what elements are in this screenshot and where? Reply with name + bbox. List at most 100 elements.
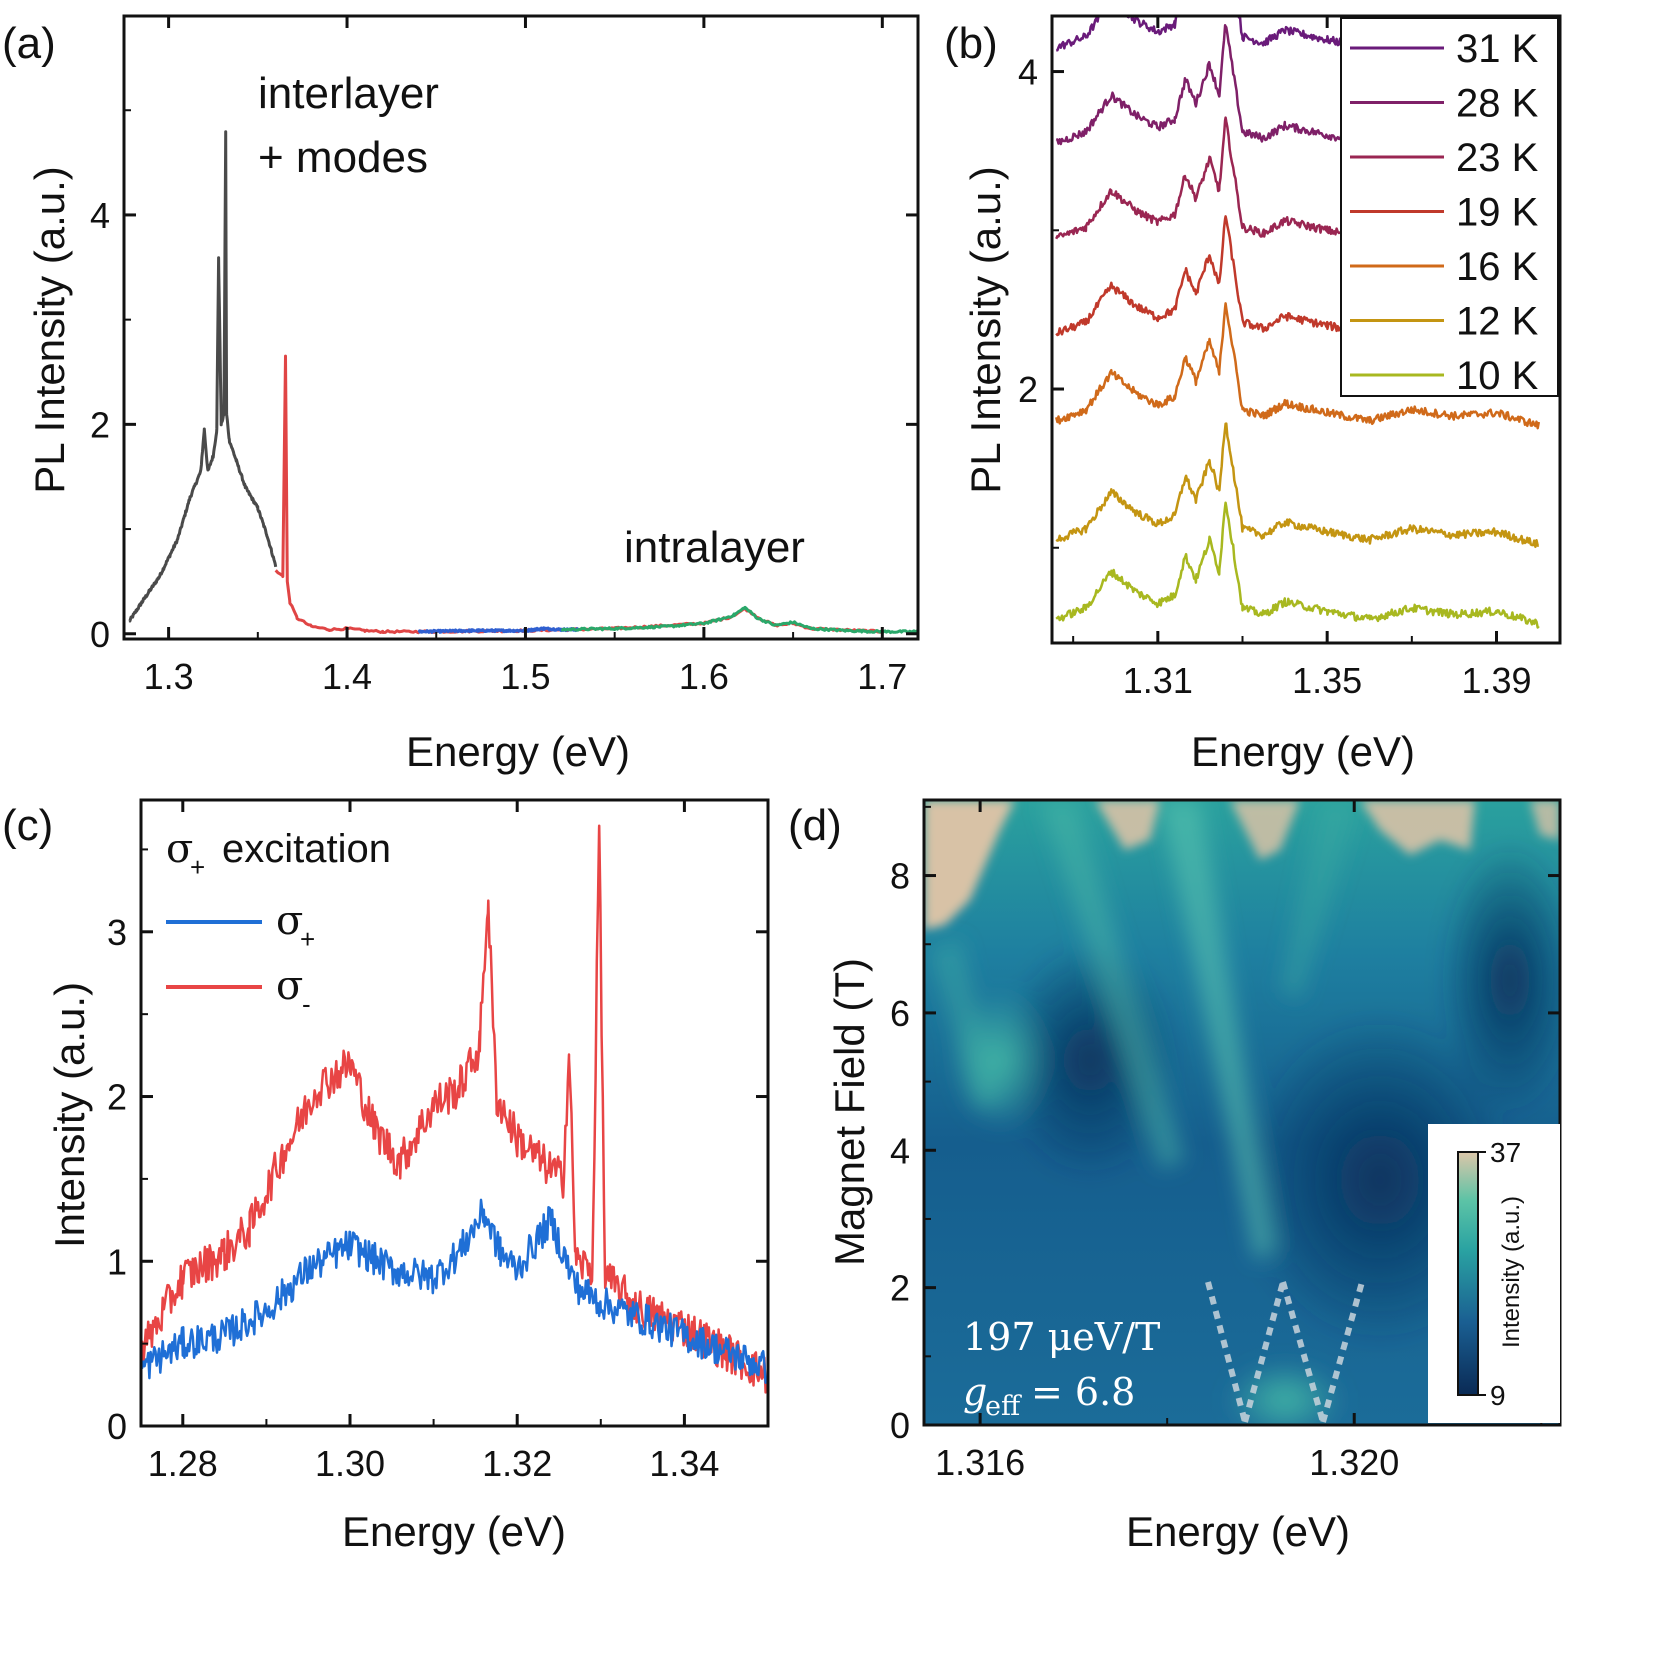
heat-bright-band [1280,800,1360,1000]
panel-c-xtick-label: 1.32 [482,1443,552,1484]
panel-b-legend-box [1340,17,1559,397]
panel-d-ylabel: Magnet Field (T) [826,958,873,1266]
colorbar-max-label: 37 [1490,1137,1521,1168]
guide-lines [1205,1281,1365,1423]
panel-b-xtick-label: 1.35 [1292,660,1362,701]
panel-b-legend-label: 10 K [1456,354,1539,398]
panel-c-title: excitation [222,827,391,871]
panel-label-d: (d) [788,801,842,850]
panel-b-series-16k [1054,302,1541,430]
heat-high-region [924,800,1015,930]
panel-d-frame [922,798,1562,1427]
panel-a-xtick-label: 1.3 [144,656,194,697]
panel-b-legend-label: 23 K [1456,136,1539,180]
panel-d-ytick-label: 6 [890,993,910,1034]
panel-b-legend-label: 19 K [1456,191,1539,235]
panel-b-xlabel: Energy (eV) [1191,728,1415,775]
panel-b-ytick-label: 2 [1018,369,1038,410]
panel-b-xtick-label: 1.39 [1461,660,1531,701]
panel-a-series-2 [274,354,883,635]
panel-a-annotation-modes: + modes [258,133,428,182]
panel-c-series-sigma-minus [141,824,768,1394]
heatmap-texture [930,800,1560,1425]
panel-label-a: (a) [2,19,56,68]
panel-a-annotation-intralayer: intralayer [624,523,805,572]
legend-label-sigma-minus-sub: - [302,989,311,1019]
panel-d-xlabel: Energy (eV) [1126,1508,1350,1555]
panel-d-ytick-label: 0 [890,1405,910,1446]
panel-c-series-sigma-plus [141,1198,768,1384]
colorbar-min-label: 9 [1490,1380,1506,1411]
guide-line [1320,1281,1365,1423]
panel-c-frame [139,798,770,1428]
panel-b-series-12k [1055,422,1539,549]
heat-high-region [1095,800,1160,850]
panel-c-ylabel: Intensity (a.u.) [46,982,93,1248]
panel-c-title-sigma: σ [166,826,193,872]
panel-c-ytick-label: 1 [107,1241,127,1282]
legend-label-sigma-plus: σ [276,898,303,944]
panel-d-ytick-label: 2 [890,1268,910,1309]
panel-b-xtick-label: 1.31 [1123,660,1193,701]
panel-c-ytick-label: 3 [107,912,127,953]
panel-b: 1.31 1.35 1.39 2 4 31 K 28 K 23 K 19 K 16 K 12 K 1… [962,14,1562,775]
legend-label-sigma-plus-sub: + [300,924,315,954]
panel-d-ytick-label: 8 [890,856,910,897]
panel-b-ylabel: PL Intensity (a.u.) [962,166,1009,494]
colorbar: 37 9 Intensity (a.u.) [1428,1124,1560,1423]
panel-d: 1.316 1.320 0 2 4 6 8 37 9 Intensity (a.u.) 19… [826,798,1562,1555]
panel-a-ylabel: PL Intensity (a.u.) [26,166,73,494]
panel-c-ytick-label: 0 [107,1406,127,1447]
panel-d-annotation-g-value: = 6.8 [1031,1370,1135,1414]
guide-line [1280,1281,1326,1423]
panel-c-xlabel: Energy (eV) [342,1508,566,1555]
panel-d-annotation-rate: 197 μeV/T [963,1315,1160,1359]
legend-label-sigma-minus: σ [276,963,303,1009]
panel-a-ytick-label: 0 [90,614,110,655]
panel-a-annotation-interlayer: interlayer [258,69,439,118]
panel-a-xtick-label: 1.6 [679,656,729,697]
panel-a-series-1 [128,130,278,623]
panel-b-frame [1050,14,1562,645]
panel-a-xtick-label: 1.7 [857,656,907,697]
panel-d-annotation-g: g [963,1370,987,1414]
heat-high-region [1360,800,1475,855]
panel-b-series-10k [1055,501,1540,629]
heat-bright-band [1040,800,1185,1170]
panel-b-ytick-label: 4 [1018,52,1038,93]
panel-a-xtick-label: 1.4 [322,656,372,697]
guide-line [1205,1281,1248,1423]
heat-bright-spot [950,990,1050,1130]
panel-a-ytick-label: 4 [90,195,110,236]
panel-d-ytick-label: 4 [890,1130,910,1171]
guide-line [1242,1281,1286,1423]
panel-a-xtick-label: 1.5 [500,656,550,697]
panel-d-xtick-label: 1.316 [935,1442,1025,1483]
colorbar-gradient [1457,1151,1479,1396]
panel-a-series-4 [560,605,918,635]
panel-label-c: (c) [2,801,53,850]
panel-c-xtick-label: 1.34 [649,1443,719,1484]
panel-a-series-3 [417,626,581,634]
panel-b-legend-label: 28 K [1456,82,1539,126]
colorbar-label: Intensity (a.u.) [1498,1196,1525,1348]
panel-c-ytick-label: 2 [107,1077,127,1118]
panel-a-frame [122,14,920,641]
heat-high-region [1530,800,1560,840]
panel-c: 1.28 1.30 1.32 1.34 0 1 2 3 σ + excitation σ + … [46,798,770,1555]
panel-b-legend-label: 12 K [1456,300,1539,344]
panel-label-b: (b) [944,19,998,68]
panel-b-legend: 31 K 28 K 23 K 19 K 16 K 12 K 10 K [1340,17,1559,398]
panel-c-xtick-label: 1.30 [315,1443,385,1484]
panel-c-legend: σ + σ - [166,898,315,1019]
panel-a-xlabel: Energy (eV) [406,728,630,775]
heat-bright-band [1160,800,1275,1260]
panel-c-title-sub: + [190,852,205,882]
panel-a-ytick-label: 2 [90,404,110,445]
heat-high-region [1230,800,1300,860]
panel-c-xtick-label: 1.28 [148,1443,218,1484]
colorbar-panel [1428,1124,1560,1423]
heatmap-top-highlights [924,800,1560,930]
panel-a: 1.3 1.4 1.5 1.6 1.7 0 2 4 interlayer + modes in… [26,14,920,775]
